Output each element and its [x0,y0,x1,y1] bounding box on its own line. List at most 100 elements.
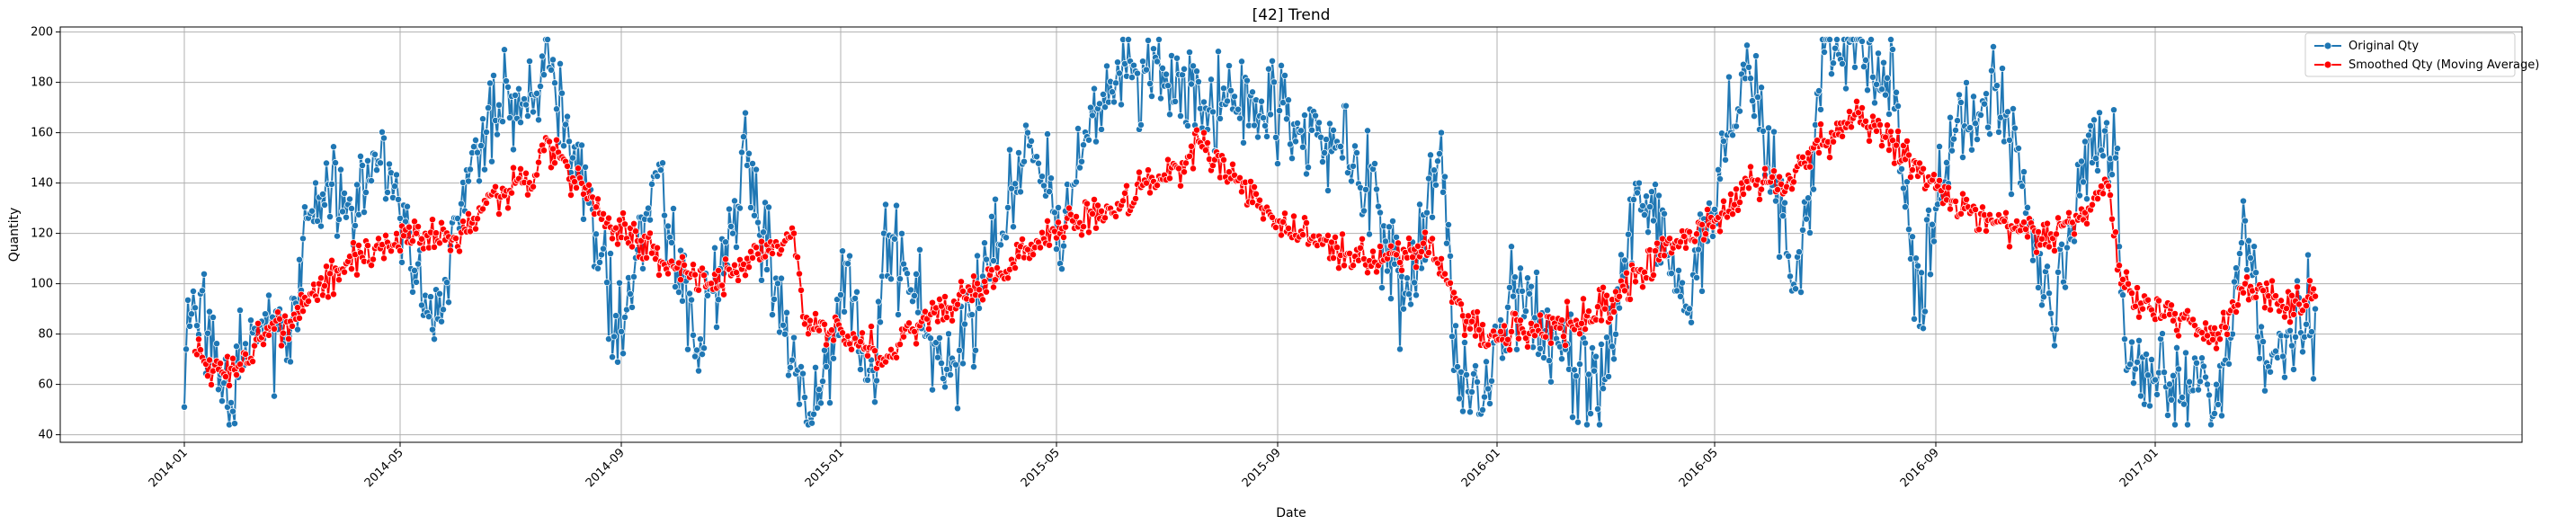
data-point [328,256,335,264]
data-point [429,325,436,334]
data-point [844,260,851,268]
data-point [2155,297,2162,305]
data-point [1423,209,1431,217]
data-point [925,325,932,333]
data-point [2094,195,2101,202]
data-point [1972,120,1979,128]
data-point [1436,150,1443,157]
data-point [495,101,503,109]
data-point [1251,121,1258,129]
data-point [612,312,619,320]
data-point [553,136,560,144]
data-point [1299,143,1306,151]
data-point [1220,85,1227,93]
data-point [368,262,375,270]
data-point [1524,343,1531,351]
data-point [296,314,303,322]
data-point [1272,224,1279,231]
data-point [1184,121,1191,129]
data-point [929,298,936,307]
data-point [2152,376,2159,384]
data-point [941,383,949,391]
data-point [609,353,616,361]
data-point [868,323,875,331]
data-point [1441,173,1448,181]
data-point [271,325,278,333]
data-point [1294,120,1301,127]
data-point [1420,239,1427,247]
data-point [2125,280,2132,288]
data-point [567,191,575,199]
data-point [2184,307,2191,315]
data-point [1330,254,1337,262]
data-point [1012,264,1019,272]
data-point [758,237,765,245]
data-point [1752,52,1760,60]
data-point [308,207,316,215]
data-point [2310,375,2317,383]
data-point [981,239,988,247]
data-point [812,363,819,371]
data-point [465,209,472,218]
data-point [1339,230,1346,238]
data-point [204,372,211,380]
data-point [781,330,789,338]
data-point [2019,182,2026,190]
data-point [2281,373,2288,381]
data-point [2247,254,2254,262]
data-point [2243,266,2251,273]
data-point [314,296,321,304]
data-point [1936,176,1943,184]
data-point [1290,212,1297,220]
data-point [271,392,278,400]
data-point [1817,105,1824,113]
data-point [893,201,900,209]
data-point [474,215,481,223]
data-point [395,195,402,203]
data-point [1756,195,1763,203]
data-point [758,276,765,284]
data-point [1055,218,1062,227]
data-point [1882,91,1889,99]
data-point [1193,67,1200,76]
data-point [1125,36,1132,43]
data-point [1308,126,1315,134]
data-point [2306,277,2313,285]
data-point [1596,421,1603,429]
data-point [1208,76,1215,84]
data-point [1028,137,1035,145]
data-point [1136,168,1143,176]
data-point [510,146,517,154]
data-point [1172,97,1179,105]
data-point [1166,174,1173,182]
data-point [983,255,990,263]
data-point [821,320,828,328]
data-point [672,283,679,290]
data-point [1815,87,1823,95]
data-point [1260,114,1267,122]
data-point [1101,103,1109,111]
data-point [504,83,512,91]
data-point [2112,228,2119,236]
data-point [1121,189,1128,197]
data-point [887,275,895,283]
data-point [181,403,188,411]
data-point [2240,289,2247,297]
data-point [1051,209,1058,217]
data-point [492,182,499,191]
data-point [1046,241,1053,249]
data-point [1623,269,1630,277]
data-point [2083,219,2090,227]
data-point [990,257,997,265]
data-point [2055,214,2062,222]
data-point [1569,414,1576,422]
x-tick-label: 2017-01 [2117,446,2162,490]
data-point [783,308,790,316]
data-point [326,213,334,221]
data-point [1600,283,1607,291]
data-point [2233,308,2240,316]
data-point [1691,237,1698,245]
data-point [517,165,524,173]
data-point [1058,265,1065,273]
